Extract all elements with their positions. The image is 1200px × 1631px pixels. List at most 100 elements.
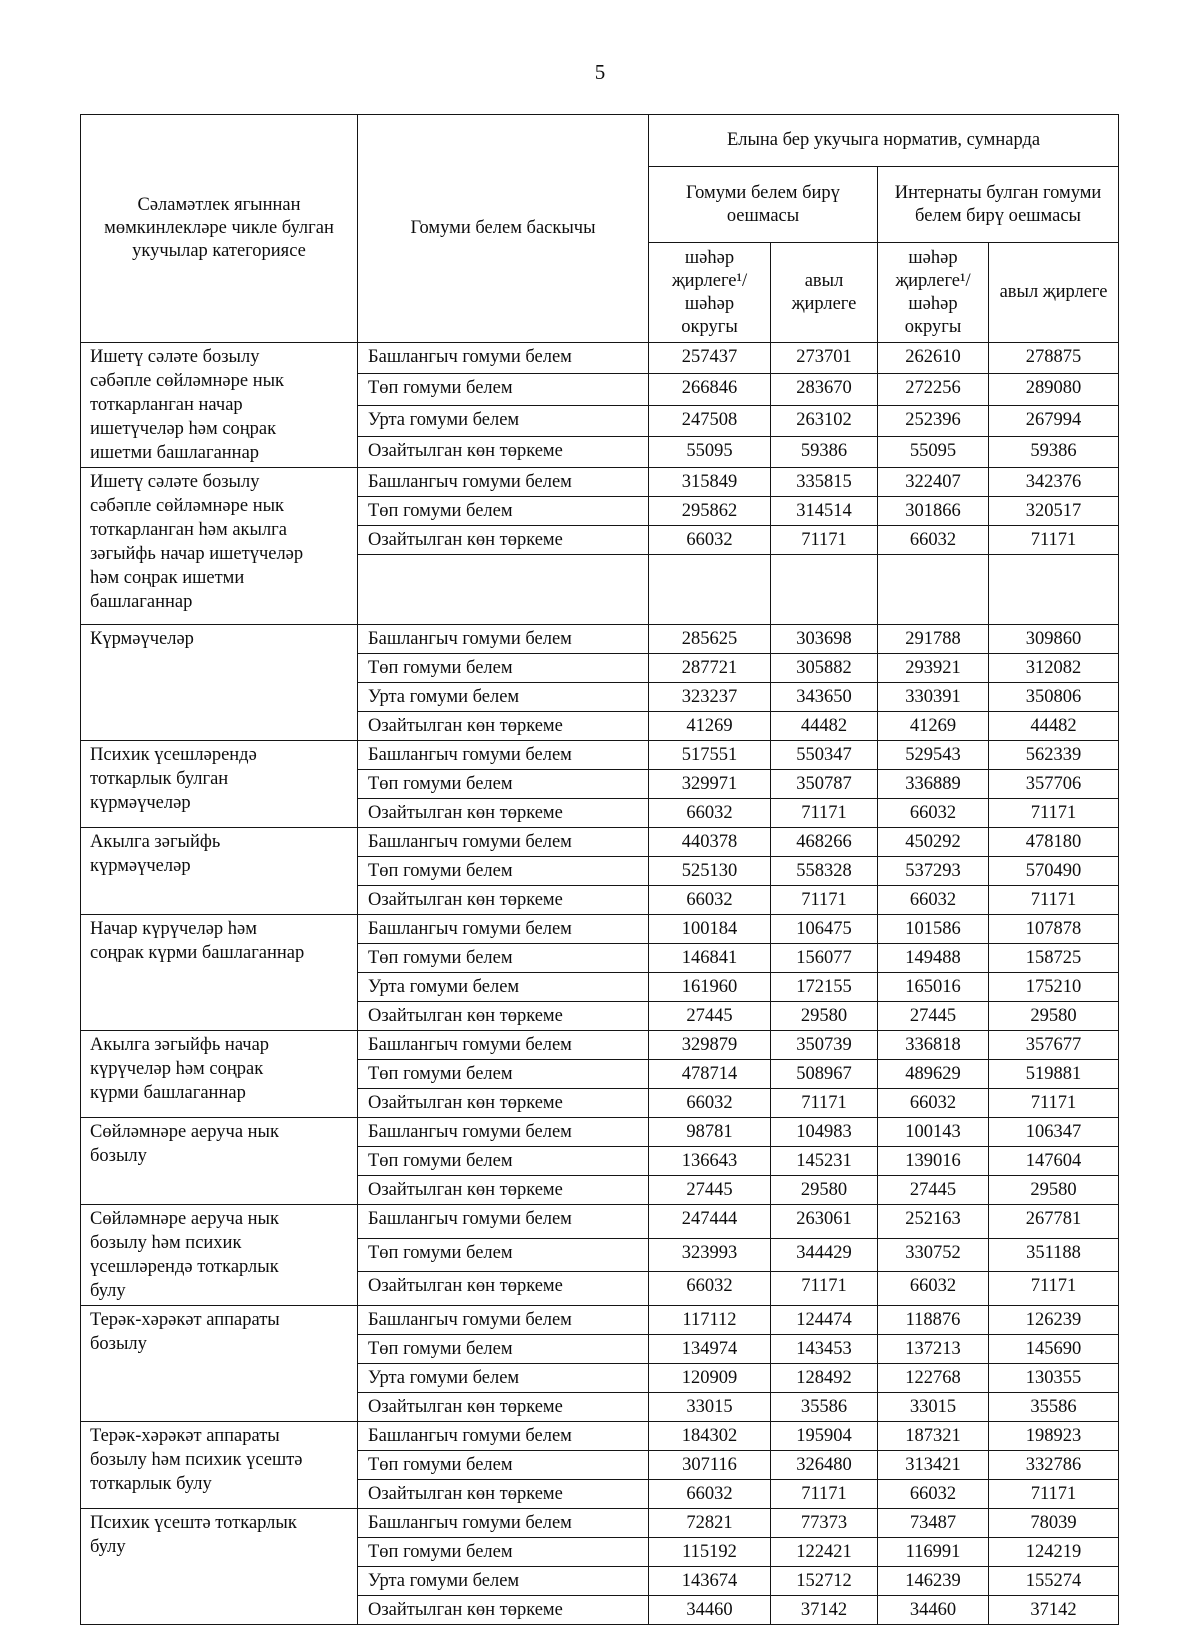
value-cell: 158725 [987, 943, 1120, 973]
value-cell: 336889 [877, 769, 989, 799]
stage-cell: Башлангыч гомуми белем [357, 624, 649, 654]
value-cell: 537293 [877, 856, 989, 886]
value-cell: 320517 [987, 496, 1120, 526]
value-cell: 550347 [770, 740, 878, 770]
data-row: Психик үсешләрендә тоткарлык булган күрм… [80, 740, 1120, 828]
value-cell: 266846 [648, 373, 771, 406]
value-cell: 301866 [877, 496, 989, 526]
stage-cell: Төп гомуми белем [357, 1450, 649, 1480]
value-cell: 440378 [648, 827, 771, 857]
value-cell: 27445 [648, 1175, 771, 1205]
value-cell: 519881 [987, 1059, 1120, 1089]
value-cell: 156077 [770, 943, 878, 973]
category-cell: Акылга зәгыйфь күрмәүчеләр [80, 827, 358, 915]
stage-cell: Озайтылган көн төркеме [357, 798, 649, 828]
value-cell: 29580 [987, 1175, 1120, 1205]
data-row: Терәк-хәрәкәт аппараты бозылу һәм психик… [80, 1421, 1120, 1509]
value-cell: 165016 [877, 972, 989, 1002]
value-cell: 263061 [770, 1204, 878, 1239]
value-cell: 122768 [877, 1363, 989, 1393]
data-row: Акылга зәгыйфь күрмәүчеләр Башлангыч гому… [80, 827, 1120, 915]
value-cell: 278875 [987, 341, 1120, 375]
value-cell: 35586 [770, 1392, 878, 1422]
value-cell: 147604 [987, 1146, 1120, 1176]
value-cell: 27445 [648, 1001, 771, 1031]
value-cell: 343650 [770, 682, 878, 712]
value-cell: 66032 [648, 885, 771, 915]
value-cell: 71171 [770, 885, 878, 915]
value-cell: 126239 [987, 1305, 1120, 1335]
stage-cell: Төп гомуми белем [357, 373, 649, 406]
value-cell: 71171 [770, 1088, 878, 1118]
value-cell: 312082 [987, 653, 1120, 683]
data-row: Озайтылган көн төркеме 41269 44482 41269 444… [81, 711, 1120, 741]
value-cell: 66032 [648, 798, 771, 828]
value-cell: 326480 [770, 1450, 878, 1480]
stage-cell: Озайтылган көн төркеме [357, 1392, 649, 1422]
value-cell: 517551 [648, 740, 771, 770]
value-cell: 307116 [648, 1450, 771, 1480]
value-cell: 66032 [648, 1088, 771, 1118]
data-row: Күрмәүчеләр Башлангыч гомуми белем 285625 3… [80, 624, 1120, 741]
value-cell: 33015 [648, 1392, 771, 1422]
empty-cell [877, 554, 989, 625]
data-row: Урта гомуми белем 247508 263102 252396 26799… [81, 404, 1120, 437]
value-cell: 55095 [648, 435, 771, 469]
empty-cell [987, 554, 1120, 625]
value-cell: 146239 [877, 1566, 989, 1596]
data-row: Төп гомуми белем 146841 156077 149488 158725 [81, 943, 1120, 973]
value-cell: 115192 [648, 1537, 771, 1567]
stage-cell: Башлангыч гомуми белем [357, 914, 649, 944]
stage-cell: Озайтылган көн төркеме [357, 885, 649, 915]
data-row: Озайтылган көн төркеме 66032 71171 66032 711… [81, 1479, 1120, 1509]
value-cell: 146841 [648, 943, 771, 973]
value-cell: 71171 [987, 798, 1120, 828]
stage-cell: Башлангыч гомуми белем [357, 827, 649, 857]
value-cell: 120909 [648, 1363, 771, 1393]
value-cell: 323993 [648, 1237, 771, 1273]
value-cell: 315849 [648, 467, 771, 497]
stage-cell: Төп гомуми белем [357, 943, 649, 973]
stage-cell: Төп гомуми белем [357, 496, 649, 526]
value-cell: 44482 [770, 711, 878, 741]
value-cell: 252163 [877, 1204, 989, 1239]
value-cell: 247508 [648, 404, 771, 437]
table-header: Сәламәтлек ягыннан мөмкинлекләре чикле б… [80, 114, 1120, 343]
value-cell: 332786 [987, 1450, 1120, 1480]
value-cell: 283670 [770, 373, 878, 406]
value-cell: 34460 [877, 1595, 989, 1625]
value-cell: 27445 [877, 1175, 989, 1205]
value-cell: 262610 [877, 341, 989, 375]
data-row: Төп гомуми белем 287721 305882 293921 312082 [81, 653, 1120, 683]
stage-cell: Озайтылган көн төркеме [357, 435, 649, 469]
norms-table: Сәламәтлек ягыннан мөмкинлекләре чикле б… [80, 114, 1120, 1625]
empty-cell [357, 554, 649, 625]
category-cell: Сөйләмнәре аеруча нык бозылу һәм психик … [80, 1204, 358, 1306]
value-cell: 77373 [770, 1508, 878, 1538]
value-cell: 313421 [877, 1450, 989, 1480]
category-cell: Акылга зәгыйфь начар күрүчеләр һәм соңра… [80, 1030, 358, 1118]
value-cell: 478180 [987, 827, 1120, 857]
header-urban-general: шәһәр җирлеге¹/ шәһәр округы [648, 242, 771, 343]
value-cell: 44482 [987, 711, 1120, 741]
value-cell: 106475 [770, 914, 878, 944]
value-cell: 508967 [770, 1059, 878, 1089]
category-cell: Терәк-хәрәкәт аппараты бозылу һәм психик… [80, 1421, 358, 1509]
data-row: Төп гомуми белем 307116 326480 313421 332786 [81, 1450, 1120, 1480]
value-cell: 73487 [877, 1508, 989, 1538]
value-cell: 104983 [770, 1117, 878, 1147]
data-row: Психик үсештә тоткарлык булу Башлангыч го… [80, 1508, 1120, 1625]
stage-cell: Урта гомуми белем [357, 682, 649, 712]
value-cell: 350787 [770, 769, 878, 799]
stage-cell: Төп гомуми белем [357, 1334, 649, 1364]
value-cell: 41269 [877, 711, 989, 741]
value-cell: 124219 [987, 1537, 1120, 1567]
value-cell: 41269 [648, 711, 771, 741]
empty-cell [648, 554, 771, 625]
value-cell: 145231 [770, 1146, 878, 1176]
data-row: Терәк-хәрәкәт аппараты бозылу Башлангыч г… [80, 1305, 1120, 1422]
stage-cell: Озайтылган көн төркеме [357, 1479, 649, 1509]
category-cell: Ишетү сәләте бозылу сәбәпле сөйләмнәре н… [80, 342, 358, 468]
value-cell: 273701 [770, 341, 878, 375]
header-row-3: шәһәр җирлеге¹/ шәһәр округы авыл җирлег… [81, 242, 1120, 343]
